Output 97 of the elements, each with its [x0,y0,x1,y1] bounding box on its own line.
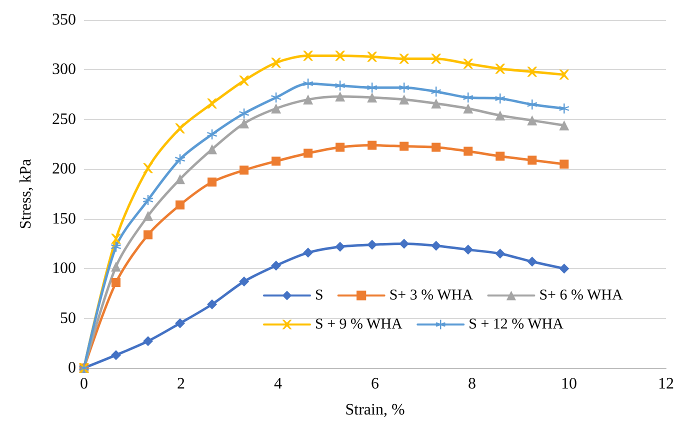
point [399,82,410,93]
point [111,262,122,272]
point [144,230,153,240]
point [559,103,570,114]
y-tick-label: 200 [52,160,76,178]
point [495,110,506,120]
legend-label: S+ 6 % WHA [539,288,623,304]
point [143,210,154,221]
point [207,129,218,140]
point [143,336,154,346]
point [271,58,282,68]
point [240,166,249,175]
legend-label: S + 12 % WHA [468,316,564,332]
point [239,108,250,118]
point [495,94,506,104]
point [175,174,186,184]
point [431,240,442,251]
point [399,94,410,105]
point [271,92,282,103]
x-tick-label: 0 [80,376,88,392]
legend-label: S [315,288,324,304]
point [559,70,570,80]
point [303,78,314,89]
point [367,82,378,93]
point [303,94,314,105]
point [400,142,409,151]
point [304,148,313,158]
x-tick-label: 2 [177,376,185,392]
y-tick-label: 300 [52,61,76,78]
point [463,244,474,255]
legend-label: S + 9 % WHA [315,316,403,332]
point [112,278,121,287]
point [367,240,378,250]
point [239,276,250,286]
point [431,98,442,109]
point [527,256,538,267]
point [367,92,378,103]
point [432,142,441,152]
point [239,76,250,86]
point [559,264,570,274]
point [463,58,474,69]
y-tick-label: 100 [52,260,76,278]
point [207,98,218,109]
point [207,144,218,154]
x-tick-label: 10 [561,376,577,392]
point [527,100,538,110]
point [496,152,505,161]
point [431,86,442,97]
point [527,66,538,77]
point [272,156,281,166]
point [335,92,346,102]
point [143,163,154,174]
y-tick-label: 0 [68,360,76,376]
legend-label: S+ 3 % WHA [389,288,474,304]
point [399,238,410,249]
point [368,140,377,150]
point [303,248,314,258]
y-tick-label: 350 [52,12,76,28]
point [336,142,345,152]
point [303,50,314,61]
point [175,154,186,164]
point [431,54,442,64]
point [111,234,122,244]
point [463,103,474,114]
point [111,242,122,252]
point [207,299,218,310]
point [175,318,186,328]
point [464,146,473,156]
point [335,50,346,61]
point [528,156,537,165]
point [111,350,122,360]
point [399,54,410,64]
point [367,52,378,62]
point [559,120,570,130]
point [527,115,538,126]
point [175,123,186,134]
x-tick-label: 4 [274,376,282,392]
point [335,242,346,252]
y-tick-label: 250 [52,110,76,128]
x-tick-label: 6 [371,376,379,392]
point [560,160,569,169]
point [495,64,506,74]
point [271,103,282,114]
y-tick-label: 150 [52,210,76,228]
x-tick-label: 12 [658,376,674,392]
point [239,118,250,128]
y-axis-title: Stress, kPa [18,158,34,230]
point [143,194,154,205]
point [495,248,506,259]
point [176,200,185,210]
point [335,80,346,91]
point [463,92,474,103]
y-tick-label: 50 [60,310,76,327]
x-tick-label: 8 [468,376,476,392]
point [271,260,282,271]
x-axis-title: Strain, % [345,402,405,418]
point [208,178,217,187]
